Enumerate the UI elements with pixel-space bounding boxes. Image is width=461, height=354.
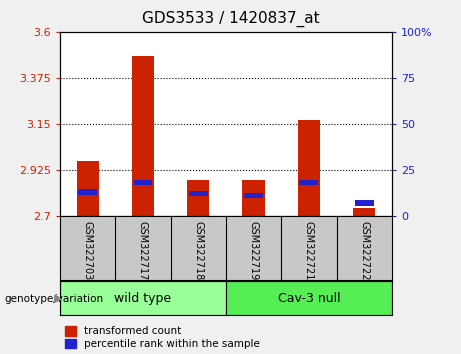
Bar bbox=[189, 191, 207, 196]
Text: GSM322703: GSM322703 bbox=[83, 221, 93, 280]
Bar bbox=[134, 180, 152, 185]
Text: GSM322722: GSM322722 bbox=[359, 221, 369, 280]
Bar bbox=[298, 120, 320, 216]
Bar bbox=[132, 56, 154, 216]
Bar bbox=[77, 161, 99, 216]
Bar bbox=[242, 180, 265, 216]
Text: ▶: ▶ bbox=[54, 294, 63, 304]
Bar bbox=[353, 208, 375, 216]
Text: GSM322717: GSM322717 bbox=[138, 221, 148, 280]
Bar bbox=[78, 189, 97, 195]
Bar bbox=[300, 180, 318, 185]
Bar bbox=[187, 180, 209, 216]
Text: GSM322718: GSM322718 bbox=[193, 221, 203, 280]
Bar bbox=[355, 200, 373, 206]
Text: genotype/variation: genotype/variation bbox=[5, 294, 104, 304]
Text: GDS3533 / 1420837_at: GDS3533 / 1420837_at bbox=[142, 11, 319, 27]
Bar bbox=[60, 281, 226, 315]
Text: GSM322719: GSM322719 bbox=[248, 221, 259, 280]
Bar bbox=[226, 281, 392, 315]
Bar bbox=[244, 193, 263, 198]
Text: Cav-3 null: Cav-3 null bbox=[278, 292, 340, 305]
Legend: transformed count, percentile rank within the sample: transformed count, percentile rank withi… bbox=[65, 326, 260, 349]
Text: wild type: wild type bbox=[114, 292, 171, 305]
Text: GSM322721: GSM322721 bbox=[304, 221, 314, 280]
